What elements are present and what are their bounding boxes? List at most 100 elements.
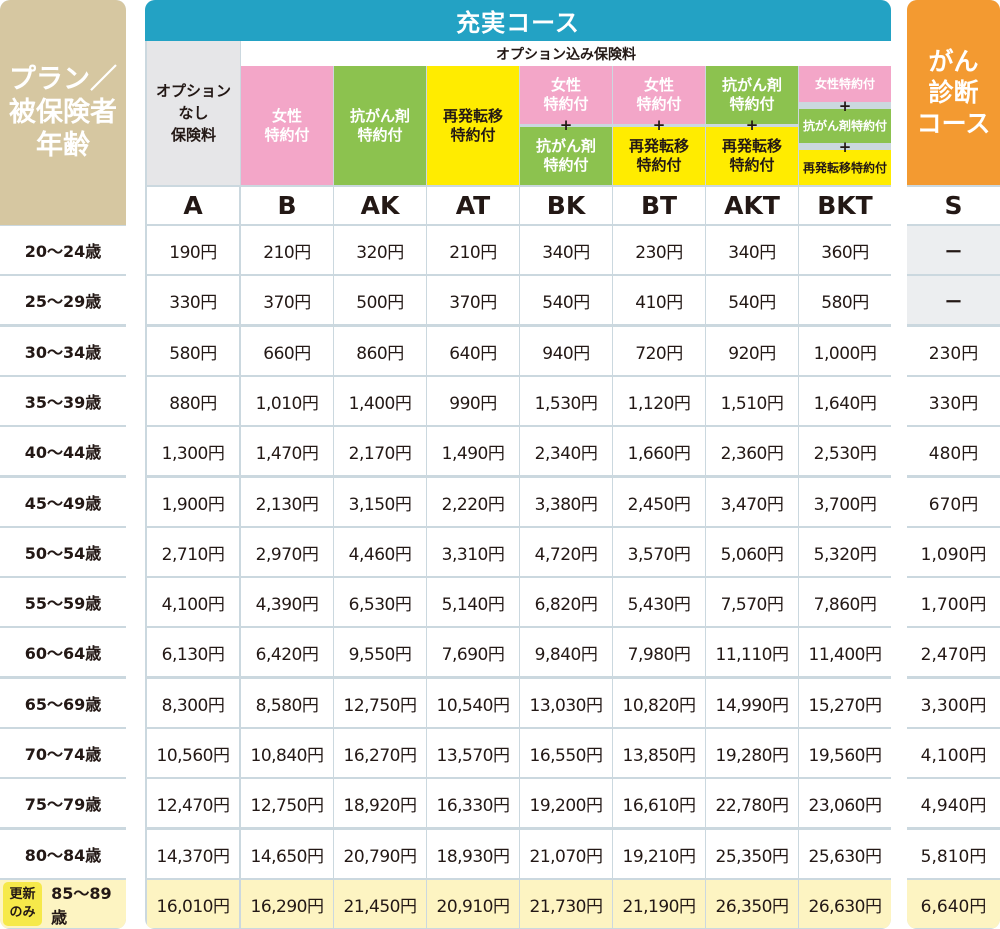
premium-cell: 11,110円 — [706, 628, 798, 676]
age-cell: 35〜39歳 — [0, 377, 126, 425]
age-label: 60〜64歳 — [24, 644, 102, 663]
premium-cell: 10,560円 — [147, 729, 239, 777]
age-label: 45〜49歳 — [24, 494, 102, 513]
rider-label: 女性 特約付 — [241, 66, 333, 185]
rider-label: 女性 特約付 — [520, 66, 612, 124]
premium-cell: 14,650円 — [241, 830, 333, 878]
premium-cell: 18,930円 — [427, 830, 519, 878]
premium-cell: 9,550円 — [334, 628, 426, 676]
main-course-title: 充実コース — [145, 0, 891, 41]
premium-cell: 26,350円 — [706, 880, 798, 928]
premium-cell: 2,340円 — [520, 427, 612, 475]
premium-cell: 370円 — [427, 276, 519, 324]
premium-cell: 2,220円 — [427, 478, 519, 526]
premium-cell: 13,570円 — [427, 729, 519, 777]
s-premium-cell: 2,470円 — [907, 628, 1000, 676]
premium-cell: 26,630円 — [799, 880, 891, 928]
premium-cell: 330円 — [147, 276, 239, 324]
age-label: 35〜39歳 — [24, 393, 102, 412]
premium-cell: 580円 — [147, 327, 239, 375]
premium-cell: 1,900円 — [147, 478, 239, 526]
premium-cell: 5,060円 — [706, 528, 798, 576]
s-premium-cell: 230円 — [907, 327, 1000, 375]
premium-cell: 4,100円 — [147, 578, 239, 626]
premium-cell: 860円 — [334, 327, 426, 375]
age-cell: 25〜29歳 — [0, 276, 126, 324]
premium-cell: 2,530円 — [799, 427, 891, 475]
premium-cell: 19,280円 — [706, 729, 798, 777]
premium-cell: 22,780円 — [706, 779, 798, 827]
option-header-bk: 女性 特約付 抗がん剤 特約付 + — [520, 66, 612, 185]
s-premium-cell: 670円 — [907, 478, 1000, 526]
premium-cell: 230円 — [613, 226, 705, 274]
premium-cell: 21,190円 — [613, 880, 705, 928]
s-premium-cell: ー — [907, 226, 1000, 274]
premium-cell: 10,840円 — [241, 729, 333, 777]
premium-cell: 340円 — [520, 226, 612, 274]
premium-cell: 7,690円 — [427, 628, 519, 676]
renewal-only-badge: 更新 のみ — [3, 882, 43, 926]
premium-cell: 8,580円 — [241, 679, 333, 727]
s-premium-cell: 6,640円 — [907, 880, 1000, 928]
age-label: 65〜69歳 — [24, 695, 102, 714]
age-cell: 70〜74歳 — [0, 729, 126, 777]
rider-label: 再発転移 特約付 — [427, 66, 519, 185]
plus-sign: + — [745, 116, 759, 134]
plan-code-bk: BK — [520, 187, 612, 224]
premium-cell: 1,490円 — [427, 427, 519, 475]
s-premium-cell: 1,700円 — [907, 578, 1000, 626]
age-cell: 40〜44歳 — [0, 427, 126, 475]
premium-cell: 340円 — [706, 226, 798, 274]
premium-cell: 13,030円 — [520, 679, 612, 727]
premium-cell: 10,820円 — [613, 679, 705, 727]
premium-cell: 360円 — [799, 226, 891, 274]
premium-cell: 720円 — [613, 327, 705, 375]
age-column-header: プラン／ 被保険者 年齢 — [0, 0, 126, 225]
premium-cell: 4,720円 — [520, 528, 612, 576]
premium-cell: 540円 — [520, 276, 612, 324]
premium-cell: 16,610円 — [613, 779, 705, 827]
plan-code-akt: AKT — [706, 187, 798, 224]
premium-cell: 5,430円 — [613, 578, 705, 626]
age-label: 50〜54歳 — [24, 544, 102, 563]
plus-sign: + — [559, 116, 573, 134]
option-header-b: 女性 特約付 — [241, 66, 333, 185]
premium-cell: 12,750円 — [241, 779, 333, 827]
premium-cell: 14,990円 — [706, 679, 798, 727]
age-label: 75〜79歳 — [24, 795, 102, 814]
plan-code-ak: AK — [334, 187, 426, 224]
premium-cell: 1,010円 — [241, 377, 333, 425]
premium-cell: 19,210円 — [613, 830, 705, 878]
premium-cell: 190円 — [147, 226, 239, 274]
cancer-diagnosis-course: がん 診断 コース S ーー 230円 330円 480円 670円 1,090円 1,70… — [907, 0, 1000, 929]
premium-cell: 16,290円 — [241, 880, 333, 928]
rider-label: 抗がん剤 特約付 — [334, 66, 426, 185]
premium-cell: 6,820円 — [520, 578, 612, 626]
age-cell: 更新 のみ 85〜89歳 — [0, 880, 126, 928]
plan-code-b: B — [241, 187, 333, 224]
premium-cell: 5,320円 — [799, 528, 891, 576]
premium-cell: 21,450円 — [334, 880, 426, 928]
premium-cell: 16,010円 — [147, 880, 239, 928]
premium-cell: 990円 — [427, 377, 519, 425]
no-option-premium-header: オプション なし 保険料 — [147, 41, 240, 185]
main-course-table: 充実コース オプション なし 保険料 オプション込み保険料 女性 特約付 抗がん剤… — [145, 0, 891, 929]
premium-cell: 7,570円 — [706, 578, 798, 626]
option-header-ak: 抗がん剤 特約付 — [334, 66, 426, 185]
age-label: 30〜34歳 — [24, 343, 102, 362]
plan-code-s: S — [907, 187, 1000, 224]
age-label: 25〜29歳 — [24, 292, 102, 311]
premium-cell: 410円 — [613, 276, 705, 324]
premium-cell: 920円 — [706, 327, 798, 375]
premium-cell: 2,450円 — [613, 478, 705, 526]
premium-cell: 23,060円 — [799, 779, 891, 827]
plus-sign: + — [652, 116, 666, 134]
age-label: 80〜84歳 — [24, 846, 102, 865]
premium-cell: 6,420円 — [241, 628, 333, 676]
premium-cell: 7,860円 — [799, 578, 891, 626]
premium-cell: 4,390円 — [241, 578, 333, 626]
plus-sign: + — [838, 97, 852, 115]
premium-cell: 2,360円 — [706, 427, 798, 475]
s-premium-cell: 3,300円 — [907, 679, 1000, 727]
age-cell: 75〜79歳 — [0, 779, 126, 827]
